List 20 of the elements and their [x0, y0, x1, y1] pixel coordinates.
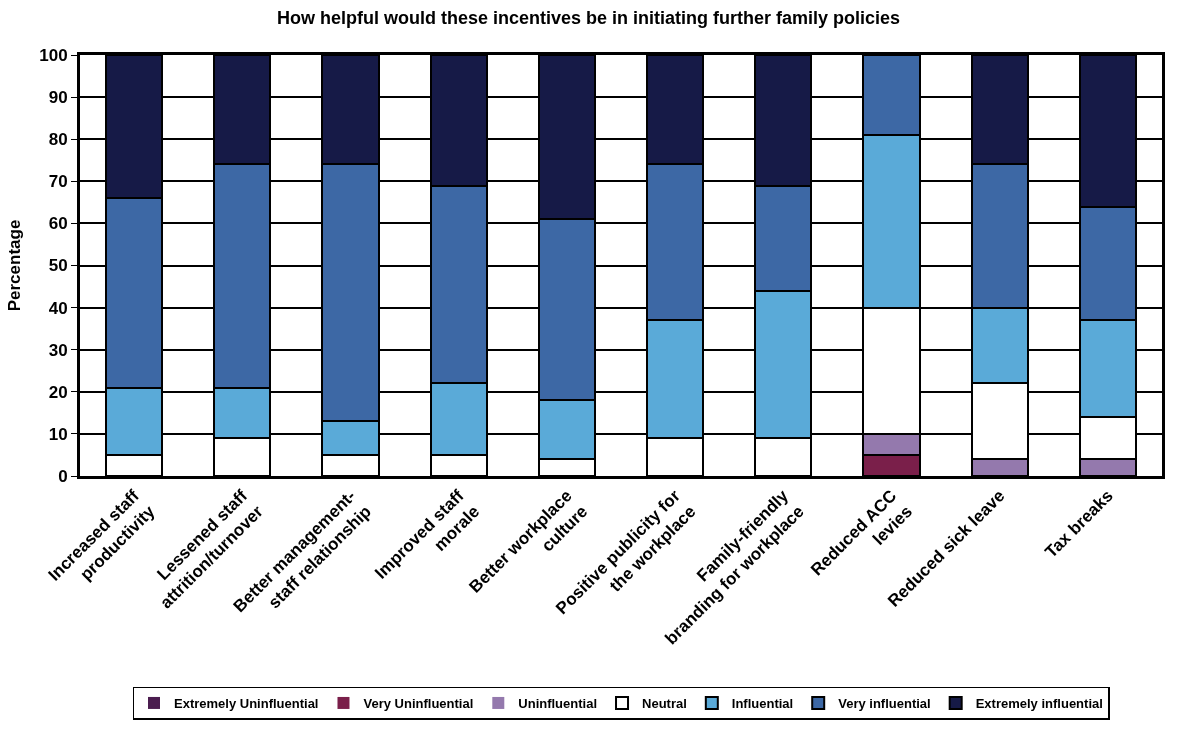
legend-label: Uninfluential [518, 696, 598, 712]
y-tick-label: 40 [48, 298, 68, 318]
legend-label: Extremely Uninfluential [174, 696, 319, 712]
y-axis-title: Percentage [4, 219, 24, 312]
y-tick-label: 100 [39, 45, 68, 65]
legend-label: Very Uninfluential [363, 696, 474, 712]
legend-label: Very influential [838, 696, 931, 712]
y-tick-label: 70 [48, 172, 68, 192]
legend-label: Neutral [642, 696, 687, 712]
chart-title: How helpful would these incentives be in initiating further family policies [276, 7, 901, 28]
legend-label: Extremely influential [975, 696, 1103, 712]
legend-label: Influential [731, 696, 794, 712]
y-tick-label: 60 [48, 214, 68, 234]
y-tick-label: 20 [48, 382, 68, 402]
y-tick-label: 10 [48, 424, 68, 444]
y-tick-label: 50 [48, 256, 68, 276]
y-tick-label: 30 [48, 340, 68, 360]
y-tick-label: 0 [58, 466, 68, 486]
y-tick-label: 90 [48, 88, 68, 108]
y-tick-label: 80 [48, 130, 68, 150]
